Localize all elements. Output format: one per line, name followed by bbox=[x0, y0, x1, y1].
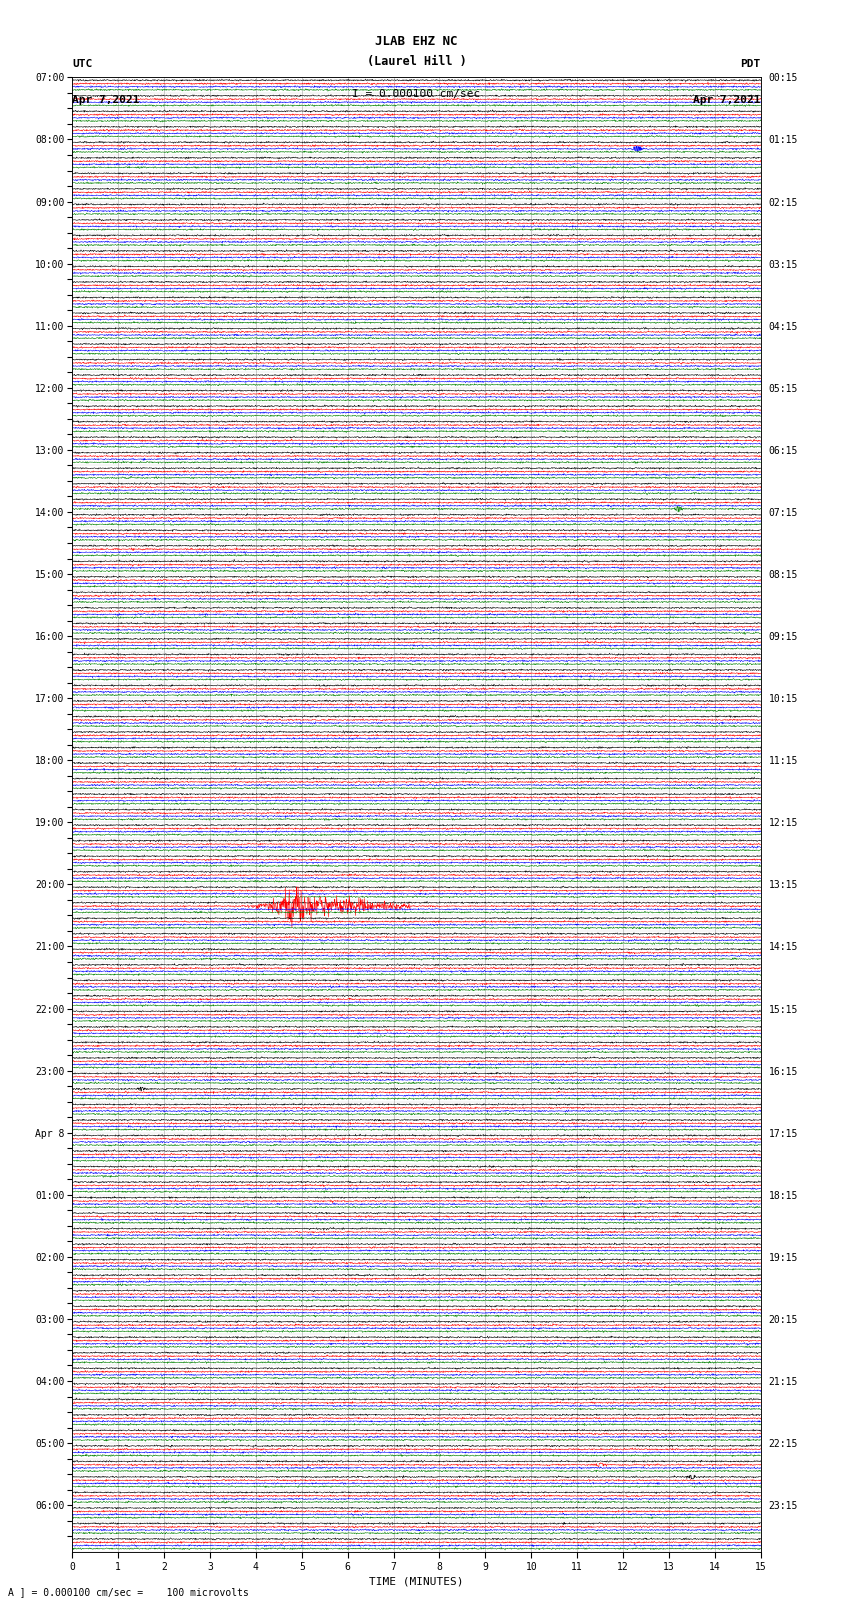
Text: UTC: UTC bbox=[72, 60, 93, 69]
Text: JLAB EHZ NC: JLAB EHZ NC bbox=[375, 35, 458, 48]
Text: (Laurel Hill ): (Laurel Hill ) bbox=[366, 55, 467, 68]
Text: Apr 7,2021: Apr 7,2021 bbox=[72, 95, 139, 105]
Text: PDT: PDT bbox=[740, 60, 761, 69]
X-axis label: TIME (MINUTES): TIME (MINUTES) bbox=[369, 1576, 464, 1586]
Text: I = 0.000100 cm/sec: I = 0.000100 cm/sec bbox=[353, 89, 480, 98]
Text: Apr 7,2021: Apr 7,2021 bbox=[694, 95, 761, 105]
Text: A ] = 0.000100 cm/sec =    100 microvolts: A ] = 0.000100 cm/sec = 100 microvolts bbox=[8, 1587, 249, 1597]
